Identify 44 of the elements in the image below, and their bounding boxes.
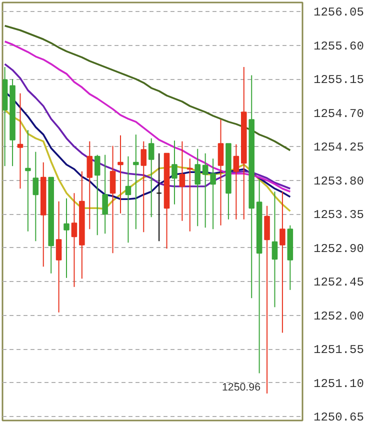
- candlestick: [156, 152, 162, 242]
- candlestick: [218, 119, 224, 226]
- y-tick-label: 1255.15: [314, 73, 364, 88]
- candlestick: [272, 191, 278, 308]
- line-series: [4, 24, 292, 152]
- candlestick: [32, 151, 39, 242]
- candlestick: [210, 158, 216, 230]
- y-tick-label: 1254.25: [314, 140, 364, 155]
- y-tick-label: 1251.55: [314, 343, 364, 358]
- candlestick: [86, 140, 93, 230]
- candlestick: [110, 145, 116, 254]
- candlestick: [187, 158, 193, 232]
- candlestick: [172, 140, 178, 205]
- candlestick: [202, 152, 208, 228]
- y-tick-label: 1252.45: [314, 276, 364, 290]
- y-tick-label: 1253.80: [314, 174, 364, 188]
- candlestick: [102, 154, 108, 234]
- line-series: [4, 63, 292, 190]
- y-tick-label: 1255.60: [314, 39, 364, 54]
- y-tick-label: 1254.70: [314, 106, 364, 121]
- y-tick-label: 1253.35: [314, 208, 364, 222]
- candlestick: [17, 92, 24, 190]
- y-tick-label: 1251.10: [314, 376, 364, 391]
- candlestick: [133, 134, 139, 230]
- y-tick-label: 1256.05: [314, 6, 364, 20]
- candlestick: [179, 140, 186, 222]
- line-series: [4, 40, 292, 193]
- candlestick: [148, 138, 154, 218]
- candlestick: [264, 205, 270, 394]
- y-tick-label: 1252.90: [314, 242, 364, 256]
- candlestick: [140, 140, 147, 233]
- candlestick: [233, 144, 240, 220]
- annotation: 1250.96: [222, 382, 261, 394]
- y-tick-label: 1250.65: [314, 410, 364, 424]
- candlestick: [64, 198, 70, 278]
- y-tick-label: 1252.00: [314, 309, 364, 324]
- candlestick: [194, 148, 201, 227]
- candlestick: [125, 156, 132, 244]
- candlestick: [94, 154, 100, 236]
- candlestick: [25, 130, 31, 232]
- candlestick: [71, 192, 78, 288]
- candlestick: [56, 200, 62, 313]
- candlestick: [118, 134, 124, 214]
- candlestick: [280, 191, 286, 334]
